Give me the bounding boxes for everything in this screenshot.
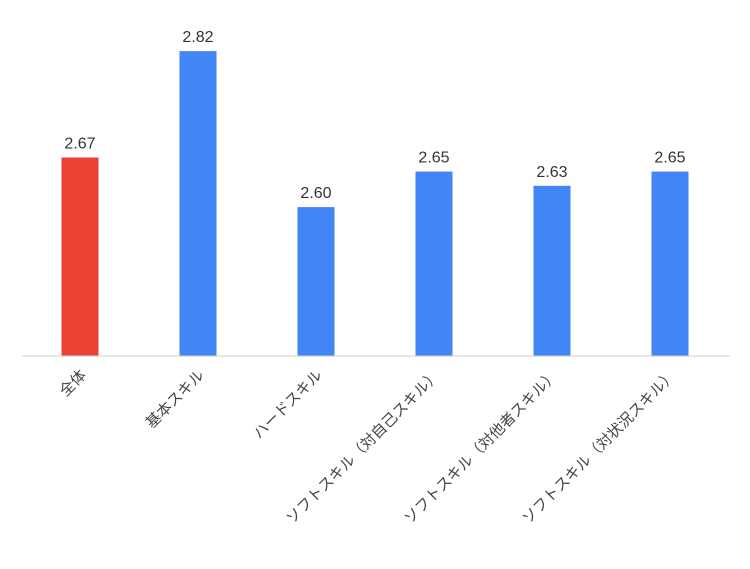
bar-5 [651, 171, 689, 356]
value-labels-group: 2.67 2.82 2.60 2.65 2.63 2.65 [64, 29, 685, 202]
value-label-0: 2.67 [64, 136, 95, 153]
value-label-5: 2.65 [654, 150, 685, 167]
x-tick-label-2: ハードスキル [249, 366, 325, 442]
value-label-4: 2.63 [536, 164, 567, 181]
bar-1 [179, 51, 217, 356]
bar-4 [533, 185, 571, 356]
value-label-1: 2.82 [182, 29, 213, 46]
value-label-2: 2.60 [300, 185, 331, 202]
x-tick-label-0: 全体 [56, 366, 90, 400]
bar-3 [415, 171, 453, 356]
bars-group [61, 51, 689, 356]
bar-0 [61, 157, 99, 356]
bar-2 [297, 207, 335, 356]
x-tick-labels-group: 全体 基本スキル ハードスキルソフトスキル（対自己スキル）ソフトスキル（対他者スキル… [56, 366, 680, 527]
x-tick-label-1: 基本スキル [142, 366, 208, 432]
value-label-3: 2.65 [418, 150, 449, 167]
